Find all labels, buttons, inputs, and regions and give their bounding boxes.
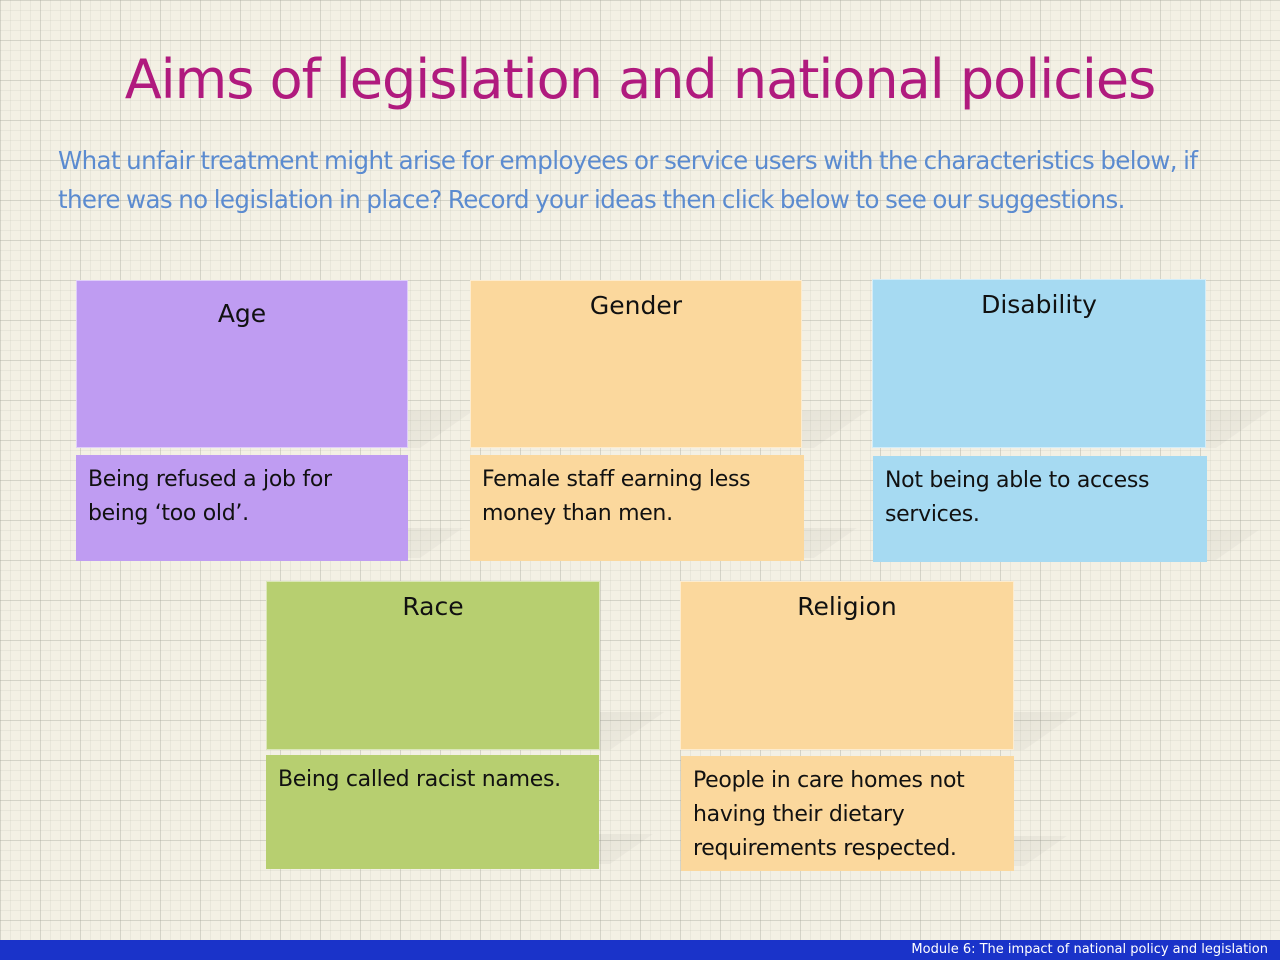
card-age-suggestion: Being refused a job for being ‘too old’. [76, 455, 408, 561]
footer-module-label: Module 6: The impact of national policy … [911, 942, 1268, 957]
card-religion-heading-box[interactable]: Religion [680, 581, 1014, 750]
card-gender-suggestion: Female staff earning less money than men… [470, 455, 804, 561]
card-disability-suggestion: Not being able to access services. [873, 456, 1207, 562]
card-age-heading: Age [217, 299, 267, 328]
card-gender-heading-box[interactable]: Gender [470, 280, 802, 448]
slide-title: Aims of legislation and national policie… [124, 48, 1157, 111]
card-disability-heading: Disability [981, 290, 1097, 319]
card-race-heading: Race [402, 592, 464, 621]
card-age-heading-box[interactable]: Age [76, 280, 408, 448]
card-race-suggestion: Being called racist names. [266, 755, 599, 869]
card-disability-heading-box[interactable]: Disability [872, 279, 1206, 448]
card-gender-heading: Gender [589, 291, 683, 320]
footer-bar: Module 6: The impact of national policy … [0, 940, 1280, 960]
card-race-heading-box[interactable]: Race [266, 581, 600, 750]
card-religion-heading: Religion [797, 592, 897, 621]
card-religion-suggestion: People in care homes not having their di… [681, 756, 1014, 871]
slide-intro: What unfair treatment might arise for em… [58, 146, 1198, 214]
